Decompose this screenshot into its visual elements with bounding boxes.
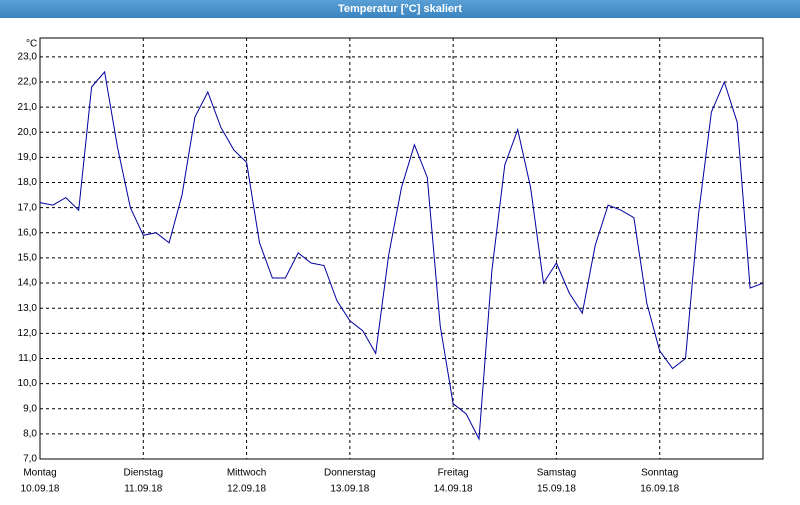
x-tick-label: Sonntag xyxy=(641,468,678,479)
y-tick-label: 12,0 xyxy=(18,328,38,339)
y-tick-label: 8,0 xyxy=(23,429,37,440)
x-tick-date: 16.09.18 xyxy=(640,484,679,495)
x-tick-label: Samstag xyxy=(537,468,576,479)
y-tick-label: 16,0 xyxy=(18,227,38,238)
x-tick-label: Montag xyxy=(23,468,56,479)
y-tick-label: 7,0 xyxy=(23,454,37,465)
y-tick-label: 17,0 xyxy=(18,202,38,213)
y-tick-label: 19,0 xyxy=(18,152,38,163)
y-tick-label: 20,0 xyxy=(18,127,38,138)
x-tick-label: Donnerstag xyxy=(324,468,376,479)
y-tick-label: 22,0 xyxy=(18,77,38,88)
x-tick-date: 13.09.18 xyxy=(330,484,369,495)
temperature-line xyxy=(39,70,764,441)
y-tick-label: 14,0 xyxy=(18,278,38,289)
plot-frame xyxy=(39,37,764,460)
y-tick-label: 10,0 xyxy=(18,378,38,389)
title-bar xyxy=(0,0,800,18)
x-tick-label: Dienstag xyxy=(124,468,163,479)
x-tick-label: Freitag xyxy=(438,468,469,479)
y-tick-label: 15,0 xyxy=(18,253,38,264)
x-tick-date: 15.09.18 xyxy=(537,484,576,495)
y-unit: °C xyxy=(26,39,37,50)
x-tick-date: 10.09.18 xyxy=(21,484,60,495)
x-tick-date: 12.09.18 xyxy=(227,484,266,495)
x-tick-date: 14.09.18 xyxy=(434,484,473,495)
x-tick-label: Mittwoch xyxy=(227,468,266,479)
window-title: Temperatur [°C] skaliert xyxy=(338,3,462,15)
y-tick-label: 9,0 xyxy=(23,403,37,414)
y-tick-label: 11,0 xyxy=(18,353,37,364)
x-tick-date: 11.09.18 xyxy=(124,484,163,495)
y-tick-label: 18,0 xyxy=(18,177,38,188)
y-tick-label: 13,0 xyxy=(18,303,38,314)
y-tick-label: 21,0 xyxy=(18,102,38,113)
y-tick-label: 23,0 xyxy=(18,51,38,62)
